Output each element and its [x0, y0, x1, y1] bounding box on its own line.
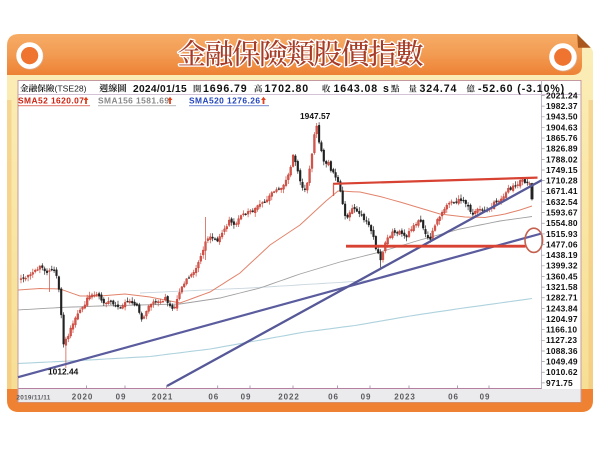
svg-text:s: s — [383, 83, 390, 95]
svg-text:324.74: 324.74 — [420, 83, 458, 95]
svg-text:971.75: 971.75 — [546, 378, 573, 388]
svg-text:SMA520 1276.26: SMA520 1276.26 — [189, 96, 260, 106]
svg-text:06: 06 — [328, 393, 339, 402]
svg-text:1438.19: 1438.19 — [546, 250, 578, 260]
svg-text:1010.62: 1010.62 — [546, 367, 578, 377]
svg-text:1243.84: 1243.84 — [546, 303, 578, 313]
svg-text:1865.76: 1865.76 — [546, 133, 578, 143]
svg-text:SMA52 1620.07: SMA52 1620.07 — [18, 96, 84, 106]
svg-text:1399.32: 1399.32 — [546, 261, 578, 271]
svg-text:2024/01/15: 2024/01/15 — [133, 84, 187, 95]
svg-text:1696.79: 1696.79 — [203, 83, 248, 95]
svg-text:1671.41: 1671.41 — [546, 186, 578, 196]
svg-text:2020: 2020 — [72, 393, 93, 402]
svg-text:1321.58: 1321.58 — [546, 282, 578, 292]
svg-text:1982.37: 1982.37 — [546, 101, 578, 111]
svg-text:2022: 2022 — [278, 393, 299, 402]
svg-text:1515.93: 1515.93 — [546, 229, 578, 239]
svg-text:09: 09 — [480, 393, 491, 402]
svg-text:1632.54: 1632.54 — [546, 197, 578, 207]
svg-text:1904.63: 1904.63 — [546, 122, 578, 132]
svg-text:1088.36: 1088.36 — [546, 346, 578, 356]
svg-text:1554.80: 1554.80 — [546, 218, 578, 228]
svg-text:09: 09 — [361, 393, 372, 402]
svg-text:1166.10: 1166.10 — [546, 325, 577, 335]
svg-text:2021: 2021 — [152, 393, 173, 402]
svg-text:1282.71: 1282.71 — [546, 293, 578, 303]
svg-text:1749.15: 1749.15 — [546, 165, 578, 175]
svg-text:2023: 2023 — [394, 393, 415, 402]
svg-text:1702.80: 1702.80 — [265, 83, 310, 95]
svg-text:1788.02: 1788.02 — [546, 154, 578, 164]
svg-text:1360.45: 1360.45 — [546, 271, 578, 281]
svg-text:1826.89: 1826.89 — [546, 144, 578, 154]
svg-text:1593.67: 1593.67 — [546, 208, 578, 218]
svg-text:-52.60 (-3.10%): -52.60 (-3.10%) — [478, 83, 565, 95]
svg-text:SMA156 1581.69: SMA156 1581.69 — [98, 96, 169, 106]
svg-text:1204.97: 1204.97 — [546, 314, 578, 324]
svg-text:1012.44: 1012.44 — [48, 367, 79, 377]
svg-text:09: 09 — [241, 393, 252, 402]
svg-text:2021.24: 2021.24 — [546, 90, 578, 100]
svg-text:1477.06: 1477.06 — [546, 239, 578, 249]
svg-text:(TSE28): (TSE28) — [55, 84, 87, 94]
svg-text:1049.49: 1049.49 — [546, 357, 578, 367]
svg-text:1643.08: 1643.08 — [334, 83, 379, 95]
svg-text:1710.28: 1710.28 — [546, 176, 578, 186]
svg-text:09: 09 — [116, 393, 127, 402]
svg-text:1947.57: 1947.57 — [300, 111, 331, 121]
svg-text:1943.50: 1943.50 — [546, 112, 578, 122]
svg-text:06: 06 — [448, 393, 459, 402]
svg-text:2019/11/11: 2019/11/11 — [16, 395, 50, 402]
svg-text:06: 06 — [208, 393, 219, 402]
svg-text:1127.23: 1127.23 — [546, 335, 577, 345]
